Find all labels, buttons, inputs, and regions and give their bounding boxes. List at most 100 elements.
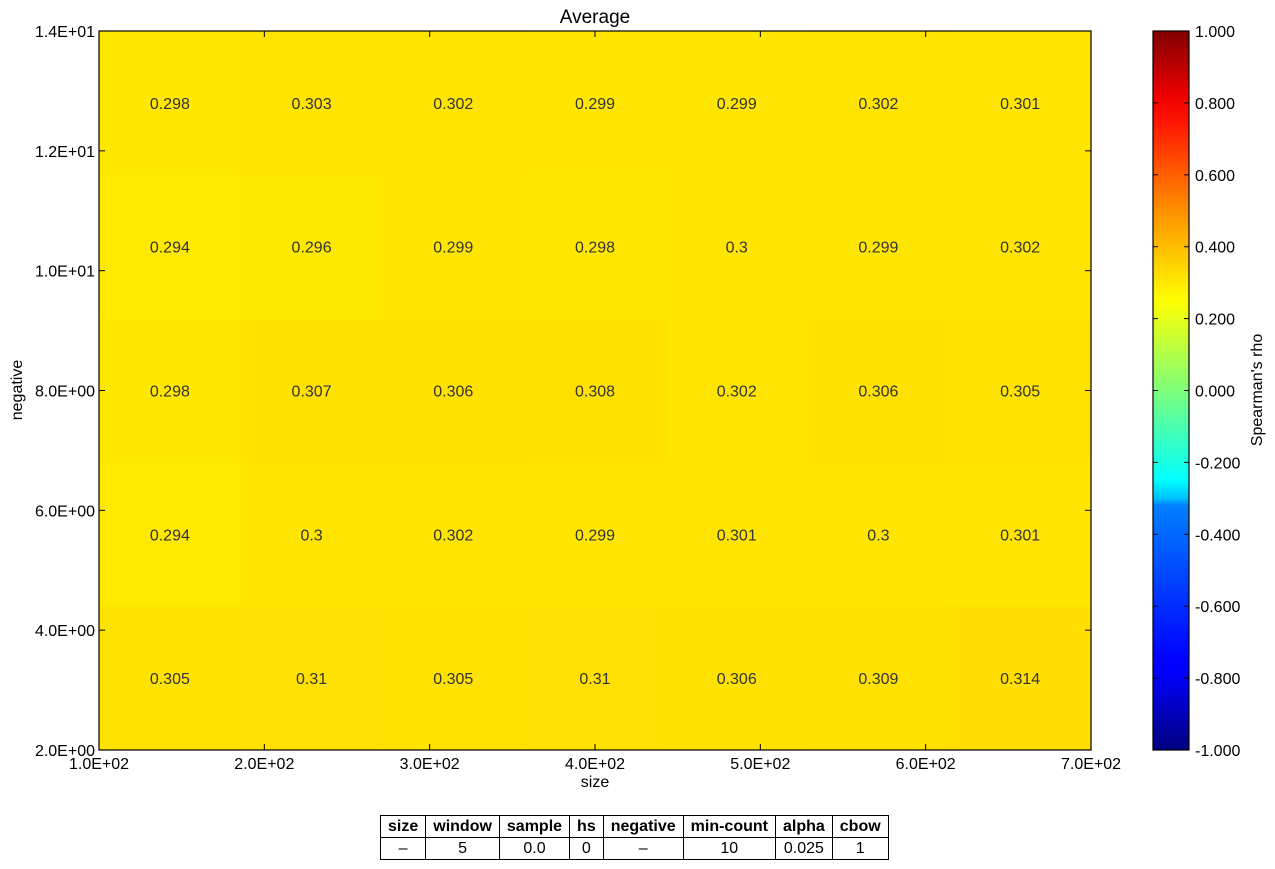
- heatmap-cell: [99, 462, 242, 607]
- colorbar-tick-label: 0.400: [1195, 240, 1235, 257]
- cell-value-label: 0.306: [858, 384, 898, 401]
- y-axis-label: negative: [9, 360, 26, 421]
- param-header: hs: [569, 815, 604, 838]
- cell-value-label: 0.3: [867, 527, 889, 544]
- parameters-table: size window sample hs negative min-count…: [379, 815, 889, 860]
- heatmap-cell-labels: 0.305 0.31 0.305 0.31 0.306 0.309 0.314 0.294 0.…: [150, 96, 1040, 688]
- heatmap-cell: [240, 462, 383, 607]
- cell-value-label: 0.303: [292, 96, 332, 113]
- colorbar-tick-label: -1.000: [1195, 743, 1240, 760]
- y-tick-label: 4.0E+00: [35, 623, 95, 640]
- heatmap-cell: [382, 318, 525, 463]
- cell-value-label: 0.301: [1000, 96, 1040, 113]
- cell-value-label: 0.305: [150, 671, 190, 688]
- chart-title: Average: [560, 7, 630, 28]
- param-value: –: [379, 837, 427, 860]
- heatmap-cell: [807, 606, 950, 751]
- cell-value-label: 0.301: [1000, 527, 1040, 544]
- param-value: –: [602, 837, 684, 860]
- y-tick-label: 1.2E+01: [35, 144, 95, 161]
- heatmap-cell: [524, 31, 667, 176]
- param-header: negative: [602, 815, 684, 838]
- colorbar-ticks: 1.000 0.800 0.600 0.400 0.200 0.000 -0.200 -0.4…: [1153, 24, 1240, 760]
- param-value: 0: [569, 837, 604, 860]
- cell-value-label: 0.302: [717, 384, 757, 401]
- heatmap-cell: [665, 31, 809, 176]
- heatmap-cell: [382, 462, 525, 607]
- cell-value-label: 0.299: [575, 527, 615, 544]
- cell-value-label: 0.302: [433, 96, 473, 113]
- heatmap-cell: [665, 174, 809, 320]
- heatmap-cell: [382, 606, 525, 751]
- cell-value-label: 0.299: [858, 240, 898, 257]
- x-tick-label: 4.0E+02: [565, 756, 625, 773]
- y-tick-label: 8.0E+00: [35, 384, 95, 401]
- cell-value-label: 0.305: [433, 671, 473, 688]
- cell-value-label: 0.306: [717, 671, 757, 688]
- colorbar-tick-label: 0.600: [1195, 168, 1235, 185]
- cell-value-label: 0.298: [150, 96, 190, 113]
- param-value: 1: [831, 837, 889, 860]
- cell-value-label: 0.302: [1000, 240, 1040, 257]
- cell-value-label: 0.31: [296, 671, 327, 688]
- heatmap-cell: [99, 174, 242, 320]
- heatmap-cell: [99, 606, 242, 751]
- cell-value-label: 0.294: [150, 527, 190, 544]
- param-header: alpha: [774, 815, 833, 838]
- heatmap-cell: [949, 462, 1092, 607]
- heatmap-cell: [949, 318, 1092, 463]
- x-tick-label: 7.0E+02: [1061, 756, 1121, 773]
- param-value: 10: [682, 837, 776, 860]
- cell-value-label: 0.302: [433, 527, 473, 544]
- x-tick-label: 1.0E+02: [69, 756, 129, 773]
- heatmap-cell: [99, 318, 242, 463]
- heatmap-cell: [949, 174, 1092, 320]
- cell-value-label: 0.294: [150, 240, 190, 257]
- heatmap-cell: [807, 462, 950, 607]
- heatmap-cell: [665, 606, 809, 751]
- param-header: min-count: [682, 815, 776, 838]
- cell-value-label: 0.302: [858, 96, 898, 113]
- heatmap-cell: [240, 174, 383, 320]
- param-header: cbow: [831, 815, 889, 838]
- cell-value-label: 0.309: [858, 671, 898, 688]
- colorbar-tick-label: 1.000: [1195, 24, 1235, 41]
- heatmap-cell: [524, 606, 667, 751]
- heatmap-cell: [240, 318, 383, 463]
- heatmap-cell: [382, 31, 525, 176]
- colorbar-tick-label: 0.000: [1195, 384, 1235, 401]
- heatmap-cell: [524, 174, 667, 320]
- heatmap-cell: [807, 174, 950, 320]
- heatmap-cell: [524, 462, 667, 607]
- x-tick-label: 5.0E+02: [730, 756, 790, 773]
- colorbar-tick-label: -0.200: [1195, 455, 1240, 472]
- y-tick-label: 2.0E+00: [35, 743, 95, 760]
- heatmap-cell: [240, 606, 383, 751]
- y-tick-label: 6.0E+00: [35, 503, 95, 520]
- colorbar-tick-label: -0.400: [1195, 527, 1240, 544]
- heatmap-cell: [240, 31, 383, 176]
- cell-value-label: 0.299: [433, 240, 473, 257]
- param-header: size: [379, 815, 427, 838]
- heatmap-cell: [524, 318, 667, 463]
- x-tick-label: 6.0E+02: [896, 756, 956, 773]
- heatmap-cell: [949, 31, 1092, 176]
- parameters-header-row: size window sample hs negative min-count…: [379, 815, 889, 838]
- heatmap-cell: [949, 606, 1092, 751]
- y-axis: 2.0E+00 4.0E+00 6.0E+00 8.0E+00 1.0E+01 1.2E+…: [35, 24, 1091, 760]
- parameters-value-row: – 5 0.0 0 – 10 0.025 1: [379, 837, 889, 860]
- colorbar-label: Spearman's rho: [1249, 334, 1266, 447]
- param-header: window: [425, 815, 500, 838]
- cell-value-label: 0.308: [575, 384, 615, 401]
- cell-value-label: 0.314: [1000, 671, 1040, 688]
- cell-value-label: 0.299: [717, 96, 757, 113]
- x-axis-label: size: [581, 774, 610, 791]
- cell-value-label: 0.31: [579, 671, 610, 688]
- cell-value-label: 0.301: [717, 527, 757, 544]
- x-tick-label: 3.0E+02: [400, 756, 460, 773]
- heatmap-cell: [382, 174, 525, 320]
- param-value: 0.0: [498, 837, 571, 860]
- heatmap-cell: [99, 31, 242, 176]
- param-value: 5: [425, 837, 500, 860]
